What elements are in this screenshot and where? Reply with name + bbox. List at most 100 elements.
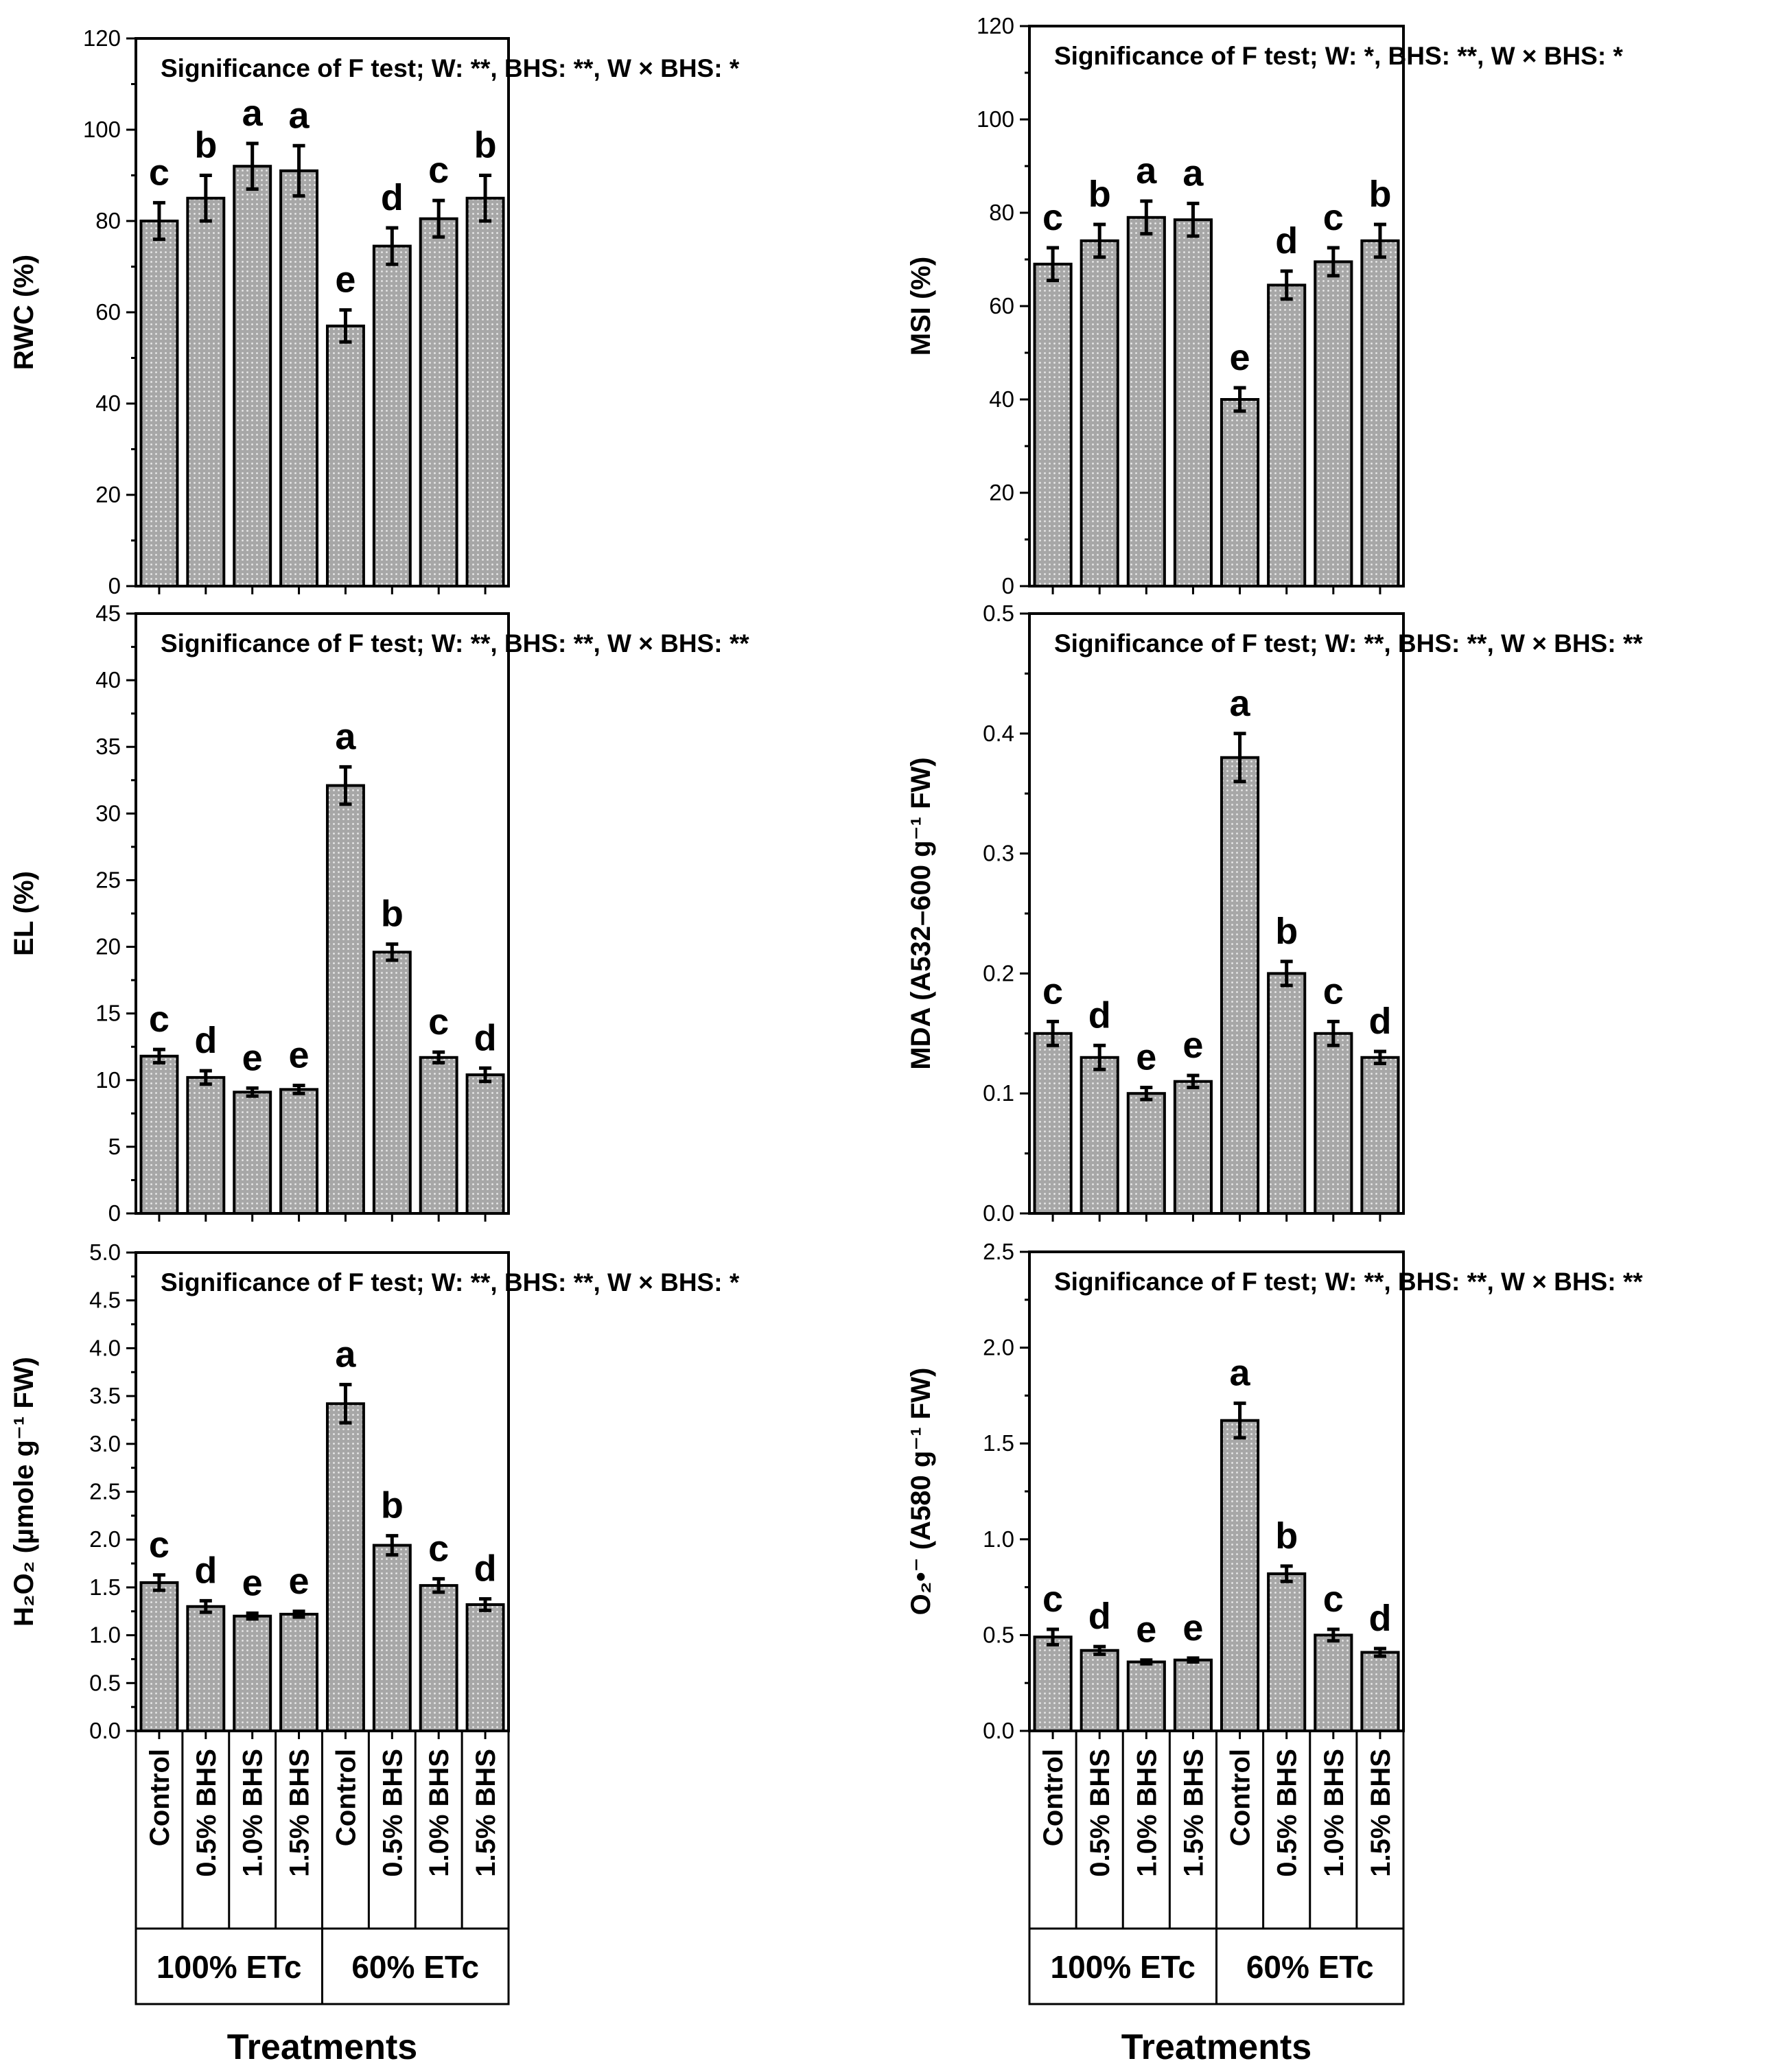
y-tick-label: 15 bbox=[95, 1001, 121, 1026]
category-label: 0.5% BHS bbox=[1085, 1749, 1115, 1877]
x-axis-title: Treatments bbox=[1121, 2027, 1311, 2067]
significance-letter: e bbox=[335, 259, 355, 301]
y-tick-label: 20 bbox=[95, 934, 121, 959]
category-label: 1.5% BHS bbox=[1366, 1749, 1396, 1877]
significance-letter: e bbox=[1136, 1036, 1156, 1078]
y-tick-label: 30 bbox=[95, 800, 121, 826]
bar bbox=[233, 165, 272, 587]
y-tick-label: 2.0 bbox=[89, 1526, 121, 1552]
bar bbox=[233, 1091, 272, 1215]
y-axis-label: MDA (A532–600 g⁻¹ FW) bbox=[906, 757, 936, 1069]
category-label: Control bbox=[1038, 1749, 1069, 1846]
significance-letter: e bbox=[289, 1035, 310, 1076]
y-tick-label: 0.5 bbox=[89, 1670, 121, 1695]
significance-letter: b bbox=[1088, 174, 1111, 215]
bar bbox=[419, 217, 458, 587]
significance-text: Significance of F test; W: **, BHS: **, … bbox=[161, 629, 749, 657]
y-axis-label: H₂O₂ (µmole g⁻¹ FW) bbox=[9, 1357, 39, 1627]
significance-letter: d bbox=[1088, 1596, 1111, 1637]
y-tick-label: 40 bbox=[989, 386, 1014, 412]
significance-letter: a bbox=[1136, 150, 1157, 191]
y-tick-label: 0.0 bbox=[89, 1718, 121, 1743]
significance-letter: c bbox=[149, 1524, 170, 1565]
chart-panel-msi: 0 20 40 60 80 100 120 MSI (%) Significance of F … bbox=[906, 13, 1623, 598]
significance-letter: c bbox=[1323, 1579, 1344, 1620]
significance-letter: c bbox=[428, 1528, 449, 1569]
significance-letter: a bbox=[335, 1334, 356, 1375]
bar bbox=[372, 244, 412, 587]
y-tick-label: 0.2 bbox=[983, 960, 1014, 986]
significance-text: Significance of F test; W: *, BHS: **, W… bbox=[1054, 42, 1623, 70]
significance-letter: c bbox=[1323, 970, 1344, 1012]
significance-letter: e bbox=[1182, 1607, 1203, 1649]
significance-letter: c bbox=[1323, 197, 1344, 238]
significance-text: Significance of F test; W: **, BHS: **, … bbox=[161, 1268, 740, 1296]
significance-letter: e bbox=[289, 1561, 310, 1602]
y-tick-label: 25 bbox=[95, 867, 121, 892]
bar bbox=[325, 1402, 365, 1732]
y-tick-label: 2.5 bbox=[89, 1479, 121, 1504]
bar bbox=[1033, 1032, 1073, 1215]
category-label: 1.0% BHS bbox=[238, 1749, 268, 1877]
bar bbox=[1360, 1651, 1400, 1733]
y-tick-label: 20 bbox=[989, 480, 1014, 505]
chart-panel-rwc: 0 20 40 60 80 100 120 RWC (%) Significance of F … bbox=[9, 25, 740, 598]
y-tick-label: 0.0 bbox=[983, 1718, 1014, 1743]
bar bbox=[1033, 262, 1073, 587]
significance-letter: b bbox=[474, 125, 497, 166]
bar bbox=[1080, 239, 1119, 587]
y-tick-label: 5.0 bbox=[89, 1239, 121, 1265]
y-axis-label: O₂•⁻ (A580 g⁻¹ FW) bbox=[906, 1368, 936, 1616]
y-tick-label: 0.3 bbox=[983, 841, 1014, 866]
significance-letter: a bbox=[1230, 683, 1251, 724]
group-label: 60% ETc bbox=[1246, 1949, 1374, 1985]
y-axis-label: MSI (%) bbox=[906, 257, 936, 356]
significance-text: Significance of F test; W: **, BHS: **, … bbox=[1054, 629, 1643, 657]
category-label: 1.0% BHS bbox=[1132, 1749, 1162, 1877]
y-tick-label: 0.5 bbox=[983, 1622, 1014, 1647]
y-tick-label: 1.5 bbox=[983, 1430, 1014, 1456]
bar bbox=[1080, 1056, 1119, 1215]
significance-letter: d bbox=[381, 177, 404, 218]
significance-letter: b bbox=[194, 125, 217, 166]
significance-letter: d bbox=[1088, 994, 1111, 1036]
bar bbox=[279, 169, 319, 588]
significance-letter: b bbox=[381, 894, 404, 935]
significance-letter: d bbox=[474, 1548, 497, 1590]
significance-letter: a bbox=[289, 95, 310, 136]
significance-letter: c bbox=[428, 150, 449, 191]
bar bbox=[372, 1544, 412, 1732]
bar bbox=[1033, 1636, 1073, 1732]
category-label: Control bbox=[1226, 1749, 1256, 1846]
bar bbox=[1314, 1032, 1353, 1215]
y-tick-label: 80 bbox=[989, 200, 1014, 225]
bar bbox=[1080, 1649, 1119, 1733]
bar bbox=[1220, 398, 1260, 587]
chart-panel-mda: 0.0 0.1 0.2 0.3 0.4 0.5 MDA (A532–600 g⁻¹ FW) S… bbox=[906, 601, 1643, 1226]
significance-letter: d bbox=[1368, 1001, 1391, 1042]
chart-panel-h2o2: 0.0 0.5 1.0 1.5 2.0 2.5 3.0 3.5 4.0 4.5 5.0 H₂O₂ (µ… bbox=[9, 1239, 740, 1743]
bar bbox=[465, 196, 505, 587]
y-tick-label: 4.5 bbox=[89, 1288, 121, 1313]
category-label: Control bbox=[331, 1749, 361, 1846]
category-label: 0.5% BHS bbox=[1272, 1749, 1303, 1877]
bar bbox=[186, 1075, 226, 1215]
significance-letter: c bbox=[1042, 970, 1063, 1012]
bar bbox=[465, 1603, 505, 1732]
group-label: 60% ETc bbox=[351, 1949, 479, 1985]
bar bbox=[465, 1073, 505, 1215]
y-tick-label: 1.5 bbox=[89, 1574, 121, 1600]
significance-letter: e bbox=[1230, 337, 1250, 378]
bar bbox=[325, 784, 365, 1215]
y-tick-label: 60 bbox=[989, 293, 1014, 318]
significance-letter: b bbox=[1275, 911, 1298, 952]
significance-text: Significance of F test; W: **, BHS: **, … bbox=[1054, 1268, 1643, 1296]
significance-letter: d bbox=[474, 1017, 497, 1058]
bar bbox=[1267, 972, 1307, 1215]
treatment-table-2: Control 0.5% BHS 1.0% BHS 1.5% BHS Control 0.… bbox=[1028, 1730, 1405, 2067]
bar bbox=[1314, 260, 1353, 587]
y-tick-label: 0 bbox=[1002, 573, 1014, 598]
y-tick-label: 0.0 bbox=[983, 1200, 1014, 1226]
bar bbox=[419, 1056, 458, 1215]
